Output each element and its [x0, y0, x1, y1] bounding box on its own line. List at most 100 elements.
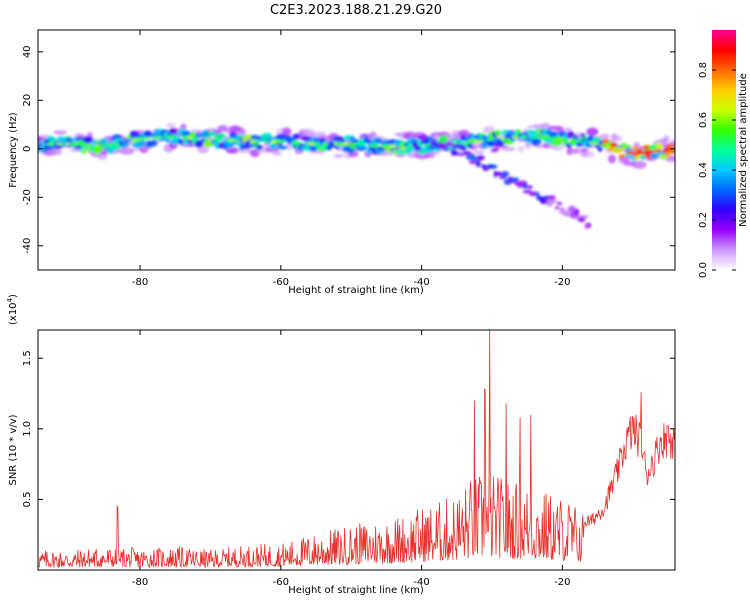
heatmap-cell	[55, 142, 63, 146]
heatmap-cell	[542, 135, 548, 140]
heatmap-cell	[551, 200, 558, 204]
spectrogram-y-ticks: 40 20 0 -20 -40	[22, 45, 675, 254]
heatmap-cell	[143, 130, 153, 138]
heatmap-cell	[399, 149, 405, 155]
heatmap-cell	[669, 148, 675, 154]
heatmap-cell	[187, 135, 193, 140]
heatmap-cell	[456, 152, 466, 156]
heatmap-cell	[94, 144, 100, 148]
colorbar-tick-label: 0.6	[698, 112, 709, 128]
heatmap-cell	[277, 145, 288, 150]
heatmap-cell	[613, 147, 620, 151]
snr-frame	[37, 329, 676, 571]
heatmap-cell	[57, 136, 66, 141]
heatmap-cell	[256, 144, 263, 150]
heatmap-cell	[123, 142, 130, 147]
y-tick-label: 40	[22, 45, 33, 58]
heatmap-cell	[80, 142, 89, 148]
heatmap-cell	[150, 139, 158, 147]
colorbar-tick-label: 0.8	[698, 62, 709, 78]
y-tick-label: -20	[22, 189, 33, 205]
heatmap-cell	[476, 154, 485, 161]
heatmap-cell	[468, 160, 478, 165]
heatmap-cell	[531, 138, 542, 146]
heatmap-cell	[136, 137, 143, 142]
heatmap-cell	[424, 153, 435, 159]
heatmap-cell	[217, 124, 229, 133]
heatmap-cell	[111, 142, 117, 147]
heatmap-cell	[556, 201, 563, 206]
heatmap-cell	[406, 144, 413, 149]
heatmap-cell	[344, 134, 352, 142]
heatmap-cell	[486, 137, 494, 142]
y-tick-label: 0	[22, 146, 33, 152]
heatmap-cell	[574, 208, 580, 215]
heatmap-cell	[501, 146, 516, 151]
heatmap-cell	[548, 194, 556, 201]
heatmap-cell	[202, 140, 214, 148]
heatmap-cell	[473, 150, 485, 155]
heatmap-cell	[322, 142, 329, 146]
heatmap-cell	[551, 140, 563, 147]
heatmap-cell	[536, 135, 545, 140]
x-tick-label: -80	[132, 277, 148, 288]
heatmap-cell	[170, 134, 176, 139]
snr-panel: -80 -60 -40 -20 0.5 1.0 1.5 Height of straigh…	[6, 294, 676, 596]
heatmap-cell	[215, 133, 227, 139]
spectrogram-y-label: Frequency (Hz)	[8, 112, 19, 188]
heatmap-cell	[333, 154, 344, 158]
heatmap-cell	[475, 160, 481, 168]
heatmap-cell	[464, 136, 470, 142]
heatmap-cell	[52, 149, 63, 156]
heatmap-cell	[372, 143, 379, 148]
heatmap-cell	[527, 125, 535, 129]
heatmap-cell	[165, 135, 173, 139]
x-tick-label: -60	[273, 277, 289, 288]
heatmap-cell	[169, 127, 177, 135]
heatmap-cell	[152, 136, 160, 140]
heatmap-cell	[293, 133, 300, 140]
heatmap-cell	[591, 142, 600, 146]
snr-y-label: SNR (10 * v/v)	[8, 414, 19, 485]
heatmap-cell	[352, 142, 357, 146]
heatmap-cell	[375, 137, 383, 144]
heatmap-cell	[664, 147, 670, 152]
heatmap-cell	[488, 164, 498, 169]
heatmap-cell	[98, 144, 104, 149]
heatmap-cell	[599, 133, 610, 139]
heatmap-cell	[158, 136, 163, 140]
colorbar-label: Normalized spectral amplitude	[738, 73, 749, 227]
heatmap-cell	[517, 145, 525, 153]
heatmap-cell	[132, 147, 141, 152]
x-tick-label: -80	[132, 577, 148, 588]
heatmap-cell	[313, 141, 321, 147]
heatmap-cell	[522, 189, 533, 194]
heatmap-blobs	[38, 122, 675, 230]
heatmap-cell	[389, 144, 397, 149]
heatmap-cell	[550, 136, 556, 141]
heatmap-cell	[567, 205, 576, 213]
heatmap-cell	[631, 160, 647, 169]
heatmap-cell	[586, 127, 599, 137]
heatmap-cell	[601, 143, 607, 148]
heatmap-cell	[191, 136, 197, 140]
spectrogram-panel: -80 -60 -40 -20 40 20 0 -20 -40 Height of strai…	[8, 29, 676, 296]
heatmap-cell	[630, 152, 637, 156]
heatmap-cell	[512, 135, 519, 140]
heatmap-cell	[438, 135, 449, 143]
heatmap-cell	[447, 142, 455, 147]
heatmap-cell	[137, 140, 147, 147]
heatmap-cell	[621, 144, 632, 149]
heatmap-cell	[279, 140, 287, 144]
heatmap-cell	[73, 142, 79, 147]
heatmap-cell	[501, 171, 510, 177]
heatmap-cell	[100, 138, 109, 144]
heatmap-cell	[535, 192, 540, 198]
colorbar-tick-label: 0.0	[698, 262, 709, 278]
heatmap-cell	[520, 134, 528, 139]
heatmap-cell	[657, 144, 664, 150]
x-tick-label: -60	[273, 577, 289, 588]
y-tick-label: -40	[22, 238, 33, 254]
heatmap-cell	[204, 137, 210, 141]
heatmap-cell	[579, 215, 589, 219]
